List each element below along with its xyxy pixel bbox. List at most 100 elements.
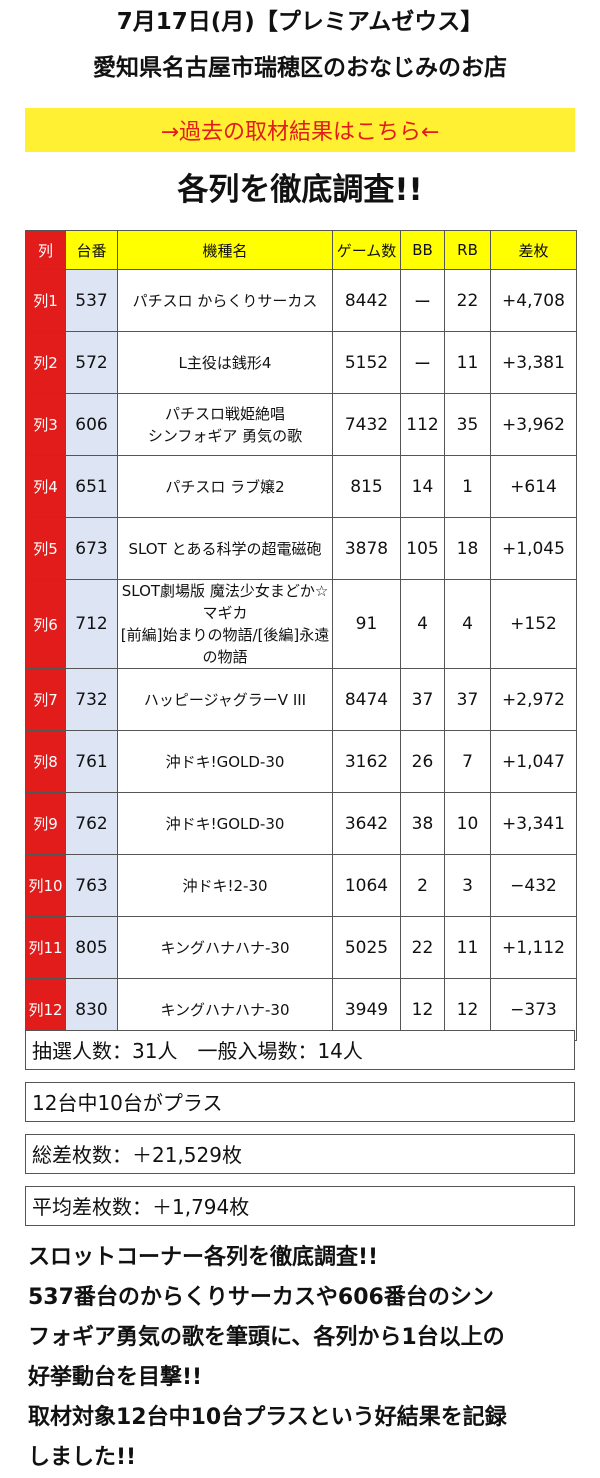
retsu-cell: 列4 <box>25 455 66 518</box>
machine-number-cell: 762 <box>65 792 118 855</box>
machine-name-cell: パチスロ戦姫絶唱 シンフォギア 勇気の歌 <box>117 393 333 456</box>
table-row: 列10 763 沖ドキ!2-30 1064 2 3 −432 <box>25 854 577 917</box>
table-row: 列9 762 沖ドキ!GOLD-30 3642 38 10 +3,341 <box>25 792 577 855</box>
retsu-cell: 列3 <box>25 393 66 456</box>
entrants-stat: 抽選人数：31人 一般入場数：14人 <box>25 1030 575 1070</box>
rb-cell: 4 <box>444 579 491 669</box>
rb-cell: 22 <box>444 269 491 332</box>
summary-text: スロットコーナー各列を徹底調査!! 537番台のからくりサーカスや606番台のシ… <box>28 1238 588 1478</box>
plus-count-stat: 12台中10台がプラス <box>25 1082 575 1122</box>
bb-cell: 105 <box>400 517 445 580</box>
retsu-cell: 列11 <box>25 916 66 979</box>
retsu-cell: 列7 <box>25 668 66 731</box>
retsu-cell: 列9 <box>25 792 66 855</box>
summary-line: 好挙動台を目撃!! <box>28 1365 203 1390</box>
machine-name-line: SLOT劇場版 魔法少女まどか☆マギカ <box>121 582 329 622</box>
diff-cell: +614 <box>490 455 577 518</box>
machine-name-cell: SLOT とある科学の超電磁砲 <box>117 517 333 580</box>
machine-name-cell: SLOT劇場版 魔法少女まどか☆マギカ [前編]始まりの物語/[後編]永遠の物語 <box>117 579 333 669</box>
retsu-cell: 列8 <box>25 730 66 793</box>
section-heading: 各列を徹底調査!! <box>177 172 423 208</box>
machine-name-line: 沖ドキ!2-30 <box>182 876 268 895</box>
machine-name-cell: 沖ドキ!2-30 <box>117 854 333 917</box>
machine-number-cell: 572 <box>65 331 118 394</box>
retsu-cell: 列10 <box>25 854 66 917</box>
retsu-cell: 列1 <box>25 269 66 332</box>
past-results-link-label: →過去の取材結果はこちら← <box>160 120 440 145</box>
machine-name-line: 沖ドキ!GOLD-30 <box>165 814 285 833</box>
retsu-cell: 列6 <box>25 579 66 669</box>
machine-name-cell: ハッピージャグラーV III <box>117 668 333 731</box>
rb-cell: 1 <box>444 455 491 518</box>
diff-cell: +3,381 <box>490 331 577 394</box>
games-cell: 8442 <box>332 269 401 332</box>
diff-cell: +1,045 <box>490 517 577 580</box>
machine-name-cell: 沖ドキ!GOLD-30 <box>117 730 333 793</box>
machine-number-cell: 537 <box>65 269 118 332</box>
bb-cell: 26 <box>400 730 445 793</box>
table-row: 列1 537 パチスロ からくりサーカス 8442 ー 22 +4,708 <box>25 269 577 332</box>
retsu-cell: 列2 <box>25 331 66 394</box>
table-header-row: 列 台番 機種名 ゲーム数 BB RB 差枚 <box>25 230 577 270</box>
machine-name-cell: 沖ドキ!GOLD-30 <box>117 792 333 855</box>
rb-cell: 7 <box>444 730 491 793</box>
column-header-machine-number: 台番 <box>65 230 118 270</box>
games-cell: 3642 <box>332 792 401 855</box>
machine-number-cell: 606 <box>65 393 118 456</box>
games-cell: 7432 <box>332 393 401 456</box>
machine-name-line: シンフォギア 勇気の歌 <box>147 426 303 445</box>
summary-line: 取材対象12台中10台プラスという好結果を記録 <box>28 1405 507 1430</box>
column-header-diff: 差枚 <box>490 230 577 270</box>
machine-number-cell: 761 <box>65 730 118 793</box>
rb-cell: 11 <box>444 916 491 979</box>
past-results-link[interactable]: →過去の取材結果はこちら← <box>25 108 575 152</box>
machine-name-line: SLOT とある科学の超電磁砲 <box>128 539 322 558</box>
bb-cell: 37 <box>400 668 445 731</box>
rb-cell: 37 <box>444 668 491 731</box>
summary-line: フォギア勇気の歌を筆頭に、各列から1台以上の <box>28 1325 505 1350</box>
retsu-cell: 列5 <box>25 517 66 580</box>
diff-cell: +1,112 <box>490 916 577 979</box>
total-diff-stat: 総差枚数：＋21,529枚 <box>25 1134 575 1174</box>
machine-name-line: [前編]始まりの物語/[後編]永遠の物語 <box>120 626 330 666</box>
machine-number-cell: 673 <box>65 517 118 580</box>
table-row: 列7 732 ハッピージャグラーV III 8474 37 37 +2,972 <box>25 668 577 731</box>
diff-cell: +4,708 <box>490 269 577 332</box>
machine-name-line: L主役は銭形4 <box>178 353 272 372</box>
diff-cell: +3,962 <box>490 393 577 456</box>
rb-cell: 11 <box>444 331 491 394</box>
machine-number-cell: 712 <box>65 579 118 669</box>
diff-cell: +2,972 <box>490 668 577 731</box>
diff-cell: −432 <box>490 854 577 917</box>
summary-line: スロットコーナー各列を徹底調査!! <box>28 1245 379 1270</box>
table-row: 列11 805 キングハナハナ-30 5025 22 11 +1,112 <box>25 916 577 979</box>
games-cell: 3878 <box>332 517 401 580</box>
machine-name-cell: パチスロ からくりサーカス <box>117 269 333 332</box>
games-cell: 3162 <box>332 730 401 793</box>
machine-name-cell: パチスロ ラブ嬢2 <box>117 455 333 518</box>
bb-cell: 4 <box>400 579 445 669</box>
machine-name-line: キングハナハナ-30 <box>160 1000 290 1019</box>
games-cell: 5152 <box>332 331 401 394</box>
table-row: 列2 572 L主役は銭形4 5152 ー 11 +3,381 <box>25 331 577 394</box>
machine-name-line: 沖ドキ!GOLD-30 <box>165 752 285 771</box>
machine-name-line: パチスロ からくりサーカス <box>132 291 318 310</box>
bb-cell: ー <box>400 331 445 394</box>
machine-name-cell: L主役は銭形4 <box>117 331 333 394</box>
summary-line: しました!! <box>28 1445 137 1470</box>
machine-number-cell: 805 <box>65 916 118 979</box>
table-row: 列5 673 SLOT とある科学の超電磁砲 3878 105 18 +1,045 <box>25 517 577 580</box>
diff-cell: +1,047 <box>490 730 577 793</box>
column-header-machine-name: 機種名 <box>117 230 333 270</box>
bb-cell: 2 <box>400 854 445 917</box>
machine-name-line: ハッピージャグラーV III <box>143 690 307 709</box>
bb-cell: 14 <box>400 455 445 518</box>
machine-name-line: パチスロ ラブ嬢2 <box>165 477 285 496</box>
machine-name-line: キングハナハナ-30 <box>160 938 290 957</box>
table-row: 列6 712 SLOT劇場版 魔法少女まどか☆マギカ [前編]始まりの物語/[後編]永… <box>25 579 577 669</box>
games-cell: 1064 <box>332 854 401 917</box>
rb-cell: 35 <box>444 393 491 456</box>
column-header-rb: RB <box>444 230 491 270</box>
machine-number-cell: 651 <box>65 455 118 518</box>
bb-cell: 38 <box>400 792 445 855</box>
